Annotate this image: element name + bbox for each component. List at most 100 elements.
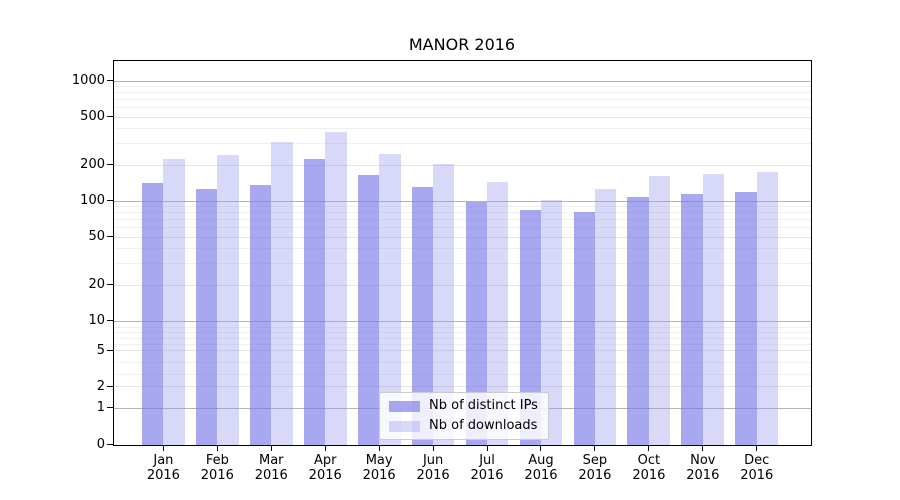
x-tick-label-aug-2016: Aug 2016 [506, 453, 576, 483]
x-tick-label-year: 2016 [470, 468, 504, 483]
y-gridline-600 [114, 107, 811, 109]
x-tick-label-month: Jan [153, 453, 174, 468]
x-tick-mark-nov-2016 [702, 445, 704, 451]
x-tick-label-month: Mar [259, 453, 284, 468]
x-tick-label-may-2016: May 2016 [344, 453, 414, 483]
y-tick-label-100: 100 [80, 193, 105, 209]
y-gridline-80 [114, 212, 811, 214]
x-tick-label-month: Nov [690, 453, 716, 468]
y-tick-mark-200 [107, 164, 113, 166]
plot-area [113, 60, 812, 446]
x-tick-mark-mar-2016 [270, 445, 272, 451]
y-tick-mark-10 [107, 320, 113, 322]
x-tick-mark-jun-2016 [432, 445, 434, 451]
x-tick-label-month: Oct [637, 453, 661, 468]
x-tick-mark-feb-2016 [216, 445, 218, 451]
x-tick-label-year: 2016 [308, 468, 342, 483]
bar-nb-of-distinct-ips-apr-2016 [303, 158, 326, 445]
x-tick-label-mar-2016: Mar 2016 [236, 453, 306, 483]
chart-title: MANOR 2016 [408, 35, 516, 54]
bar-nb-of-distinct-ips-feb-2016 [195, 189, 218, 445]
y-gridline-200 [114, 164, 811, 166]
x-tick-label-jan-2016: Jan 2016 [128, 453, 198, 483]
y-tick-mark-50 [107, 236, 113, 238]
x-tick-label-dec-2016: Dec 2016 [722, 453, 792, 483]
y-gridline-900 [114, 86, 811, 88]
x-tick-label-month: Jun [422, 453, 444, 468]
x-tick-label-year: 2016 [200, 468, 234, 483]
x-tick-label-jun-2016: Jun 2016 [398, 453, 468, 483]
x-tick-label-month: Sep [582, 453, 608, 468]
x-tick-label-year: 2016 [686, 468, 720, 483]
y-tick-label-5: 5 [96, 342, 105, 358]
y-gridline-700 [114, 99, 811, 101]
x-tick-mark-dec-2016 [756, 445, 758, 451]
bar-nb-of-distinct-ips-mar-2016 [249, 184, 272, 445]
x-tick-label-sep-2016: Sep 2016 [560, 453, 630, 483]
y-gridline-8 [114, 332, 811, 334]
legend-swatch-nb-of-distinct-ips [389, 400, 420, 412]
x-tick-label-month: May [365, 453, 393, 468]
bar-nb-of-downloads-sep-2016 [594, 189, 617, 445]
legend-item-nb-of-distinct-ips: Nb of distinct IPs [389, 399, 538, 413]
bar-nb-of-distinct-ips-aug-2016 [519, 209, 541, 445]
x-tick-label-jul-2016: Jul 2016 [452, 453, 522, 483]
y-tick-label-2: 2 [96, 378, 105, 394]
y-gridline-800 [114, 92, 811, 94]
y-tick-label-200: 200 [80, 157, 105, 173]
y-gridline-400 [114, 128, 811, 130]
y-gridline-100 [114, 200, 811, 202]
y-gridline-50 [114, 236, 811, 238]
bar-nb-of-downloads-jun-2016 [433, 164, 455, 445]
y-tick-label-20: 20 [88, 277, 105, 293]
bar-nb-of-downloads-may-2016 [379, 154, 401, 445]
y-gridline-3 [114, 374, 811, 375]
bar-nb-of-downloads-aug-2016 [540, 200, 563, 445]
y-tick-mark-1 [107, 407, 113, 409]
x-tick-label-month: Apr [313, 453, 337, 468]
x-tick-mark-may-2016 [378, 445, 380, 451]
x-tick-mark-sep-2016 [594, 445, 596, 451]
y-gridline-30 [114, 263, 811, 265]
x-tick-label-year: 2016 [254, 468, 288, 483]
y-gridline-70 [114, 219, 811, 221]
y-gridline-1000 [114, 80, 811, 82]
y-gridline-9 [114, 326, 811, 328]
bar-nb-of-distinct-ips-oct-2016 [627, 197, 649, 445]
y-gridline-500 [114, 116, 811, 118]
x-tick-label-month: Jul [479, 453, 495, 468]
bar-nb-of-downloads-mar-2016 [271, 141, 293, 445]
bar-nb-of-downloads-jan-2016 [163, 158, 185, 445]
y-tick-mark-5 [107, 349, 113, 351]
bar-nb-of-downloads-nov-2016 [702, 173, 725, 445]
y-tick-label-1000: 1000 [71, 73, 105, 89]
y-gridline-5 [114, 350, 811, 351]
y-tick-mark-100 [107, 200, 113, 202]
x-tick-label-year: 2016 [740, 468, 774, 483]
y-gridline-4 [114, 362, 811, 363]
bar-nb-of-downloads-feb-2016 [217, 155, 239, 445]
legend-label-nb-of-downloads: Nb of downloads [429, 418, 538, 433]
bar-nb-of-distinct-ips-nov-2016 [681, 194, 703, 445]
x-tick-label-month: Dec [744, 453, 770, 468]
x-tick-mark-oct-2016 [648, 445, 650, 451]
x-tick-label-nov-2016: Nov 2016 [668, 453, 738, 483]
x-tick-mark-jul-2016 [486, 445, 488, 451]
y-tick-mark-1000 [107, 80, 113, 82]
y-gridline-40 [114, 248, 811, 250]
x-tick-label-apr-2016: Apr 2016 [290, 453, 360, 483]
y-tick-label-10: 10 [88, 313, 105, 329]
y-tick-label-1: 1 [96, 400, 105, 416]
x-tick-label-year: 2016 [146, 468, 180, 483]
bar-nb-of-distinct-ips-jan-2016 [142, 183, 164, 445]
bar-nb-of-distinct-ips-jun-2016 [411, 187, 434, 445]
y-tick-label-0: 0 [96, 437, 105, 453]
bar-nb-of-downloads-apr-2016 [325, 131, 347, 445]
y-gridline-60 [114, 227, 811, 229]
y-gridline-7 [114, 338, 811, 340]
legend-label-nb-of-distinct-ips: Nb of distinct IPs [429, 398, 538, 413]
y-gridline-300 [114, 143, 811, 145]
y-tick-mark-20 [107, 284, 113, 286]
y-tick-mark-2 [107, 385, 113, 387]
y-tick-mark-500 [107, 116, 113, 118]
